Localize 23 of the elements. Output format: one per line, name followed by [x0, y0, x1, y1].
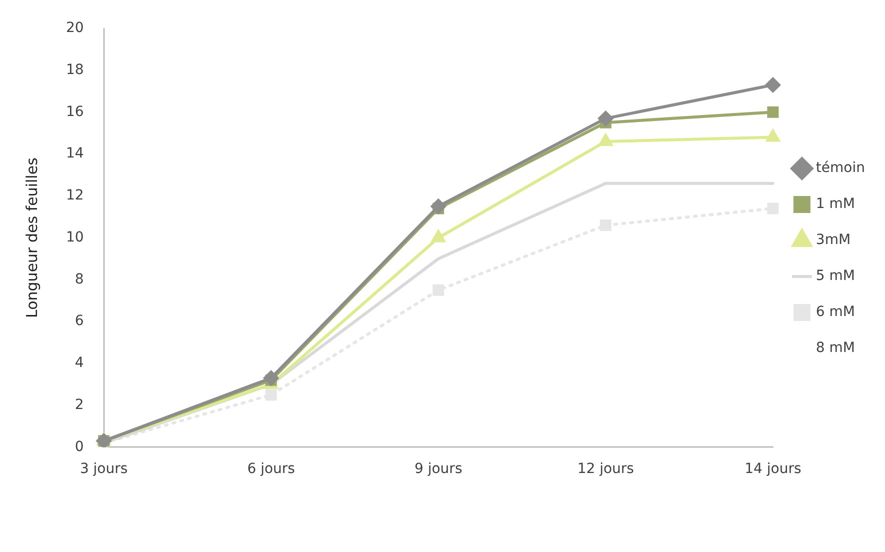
y-tick-label: 8 [74, 271, 84, 288]
legend-label: témoin [816, 160, 866, 176]
y-axis-title: Longueur des feuilles [22, 157, 41, 318]
y-tick-label: 6 [74, 313, 84, 330]
y-tick-label: 2 [74, 396, 84, 413]
legend-label: 1 mM [816, 196, 856, 212]
legend-label: 6 mM [816, 304, 856, 320]
y-tick-label: 4 [74, 355, 84, 372]
y-tick-label: 16 [66, 104, 84, 120]
x-tick-label: 14 jours [744, 461, 802, 478]
x-tick-label: 3 jours [80, 461, 128, 478]
y-tick-label: 0 [74, 438, 84, 455]
x-tick-label: 9 jours [414, 461, 462, 478]
y-tick-label: 14 [66, 146, 84, 162]
legend-label: 3mM [816, 232, 851, 248]
y-tick-label: 18 [66, 62, 84, 78]
y-tick-label: 12 [66, 188, 84, 204]
text: 8 mM [816, 340, 856, 356]
x-tick-label: 6 jours [247, 461, 295, 478]
y-tick-label: 20 [66, 20, 84, 36]
x-tick-label: 12 jours [577, 461, 634, 478]
y-tick-label: 10 [66, 229, 84, 246]
legend-label: 5 mM [816, 268, 856, 284]
